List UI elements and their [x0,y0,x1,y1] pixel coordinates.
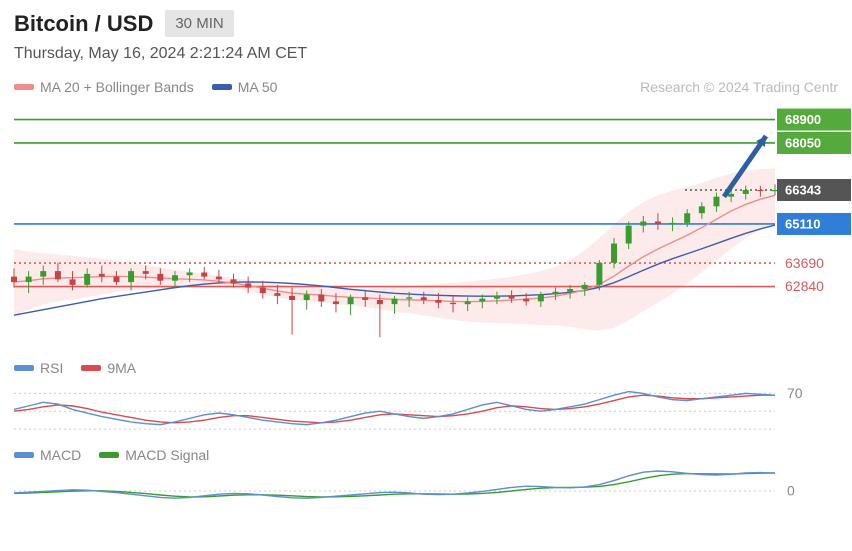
candle-body [26,277,32,283]
candle-body [348,297,354,304]
candle-body [392,299,398,305]
price-label: 63690 [785,255,824,271]
candle-body [55,271,61,279]
legend-item: 9MA [81,360,136,376]
macd-zero-label: 0 [787,483,795,499]
legend-item: MACD Signal [99,447,209,463]
legend-label: 9MA [107,360,136,376]
candle-body [552,292,558,295]
candle-body [289,296,295,300]
rsi-level-label: 70 [787,385,803,401]
candle-body [670,223,676,224]
macd-legend: MACD MACD Signal [0,443,852,467]
price-chart: 68900 68050 66343 65110 63690 62840 [0,103,852,356]
candle-body [377,300,383,304]
candle-body [421,297,427,300]
legend-label: MACD Signal [125,447,209,463]
candle-body [479,299,485,302]
legend-swatch [99,452,119,458]
candle-body [99,274,105,277]
candle-body [567,289,573,292]
main-legend-row: MA 20 + Bollinger Bands MA 50 Research © … [0,73,852,103]
candle-body [582,285,588,289]
chart-header: Bitcoin / USD 30 MIN [0,0,852,41]
candle-body [201,272,207,276]
legend-label: MACD [40,447,81,463]
legend-item: MACD [14,447,81,463]
candle-body [596,263,602,285]
candle-body [728,194,734,197]
candle-body [640,221,646,225]
candle-body [84,274,90,285]
price-tag-label: 68900 [785,112,821,127]
candle-body [128,271,134,282]
candle-body [216,277,222,280]
rsi-legend: RSI 9MA [0,356,852,380]
legend-label: MA 20 + Bollinger Bands [40,79,194,95]
candle-body [509,296,515,299]
candle-body [157,274,163,281]
pair-title: Bitcoin / USD [14,11,153,37]
legend-item: RSI [14,360,63,376]
candle-body [318,295,324,302]
legend-swatch [81,365,101,371]
candle-body [435,300,441,303]
timestamp: Thursday, May 16, 2024 2:21:24 AM CET [0,41,852,73]
candle-body [70,279,76,285]
price-tag-label: 66343 [785,182,821,197]
candle-body [655,221,661,224]
candle-body [172,275,178,281]
candle-body [699,206,705,213]
legend-label: MA 50 [238,79,278,95]
candle-body [333,301,339,304]
candle-body [231,279,237,283]
candle-body [538,295,544,302]
candle-body [187,272,193,275]
legend-swatch [14,365,34,371]
candle-body [11,277,17,283]
legend-swatch [14,452,34,458]
candle-body [274,293,280,296]
rsi-ma-line [14,395,775,423]
main-legend: MA 20 + Bollinger Bands MA 50 [14,79,277,95]
legend-item: MA 20 + Bollinger Bands [14,79,194,95]
candle-body [611,244,617,263]
rsi-chart: 70 [0,380,852,443]
candle-body [626,226,632,244]
price-tag-label: 65110 [785,216,820,231]
candle-body [713,197,719,207]
legend-item: MA 50 [212,79,278,95]
candle-body [113,277,119,283]
price-tag-label: 68050 [785,135,821,150]
candle-body [494,296,500,299]
candle-body [523,299,529,302]
legend-swatch [14,84,34,90]
candle-body [304,295,310,301]
candle-body [450,303,456,304]
candle-body [40,271,46,277]
timeframe-badge[interactable]: 30 MIN [165,10,233,37]
candle-body [245,283,251,287]
price-label: 62840 [785,278,824,294]
candle-body [757,190,763,191]
candle-body [465,301,471,304]
legend-swatch [212,84,232,90]
legend-label: RSI [40,360,63,376]
candle-body [362,297,368,300]
macd-chart: 0 [0,467,852,512]
candle-body [143,271,149,274]
candle-body [260,288,266,294]
candle-body [743,190,749,194]
credit-text: Research © 2024 Trading Centr [640,79,838,95]
candle-body [406,297,412,298]
candle-body [684,213,690,223]
